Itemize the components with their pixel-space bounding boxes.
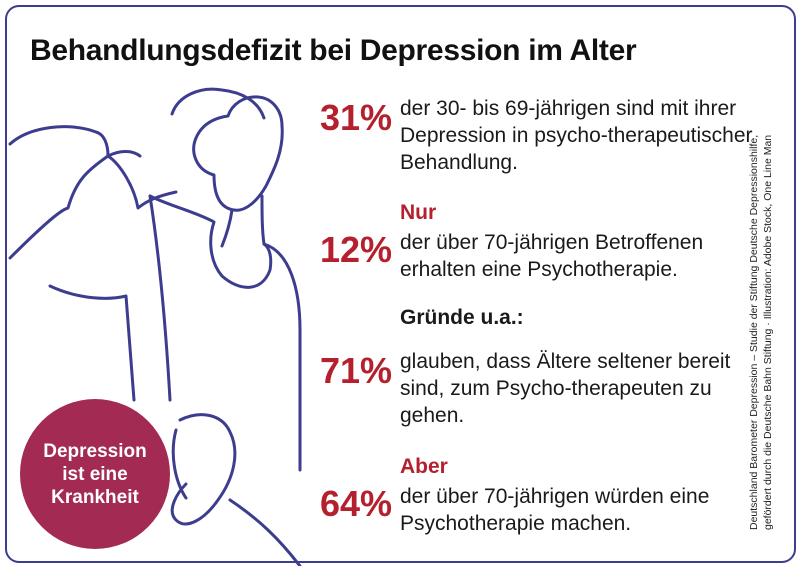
depression-badge: Depression ist eine Krankheit	[20, 399, 170, 549]
woman-hand-on-shoulder	[106, 154, 178, 210]
badge-text: Depression ist eine Krankheit	[43, 440, 147, 508]
stat-text: der 30- bis 69-jährigen sind mit ihrer D…	[400, 97, 753, 174]
woman-arm	[48, 284, 136, 402]
woman-face	[8, 154, 110, 260]
reasons-heading: Gründe u.a.:	[400, 306, 524, 329]
stat-text: der über 70-jährigen würden eine Psychot…	[400, 485, 710, 535]
man-arm	[148, 194, 172, 402]
stat-percent: 71%	[319, 350, 392, 391]
stat-text: der über 70-jährigen Betroffenen erhalte…	[400, 231, 704, 281]
stat-percent: 12%	[319, 229, 392, 270]
man-head-outline	[192, 95, 284, 212]
stat-percent: 64%	[319, 483, 392, 524]
clasped-hands	[170, 413, 237, 526]
lap-curve	[228, 498, 302, 566]
stat-text: glauben, dass Ältere seltener bereit sin…	[400, 350, 731, 427]
man-neck	[220, 194, 266, 248]
stat-prefix: Nur	[400, 201, 437, 224]
man-body	[148, 194, 302, 472]
stat-prefix: Aber	[400, 455, 448, 478]
source-credit: Deutschland Barometer Depression – Studi…	[748, 134, 774, 530]
stat-percent: 31%	[319, 97, 392, 138]
man-hair	[170, 87, 266, 120]
page-title: Behandlungsdefizit bei Depression im Alt…	[30, 34, 637, 67]
woman-head-outline	[8, 125, 142, 158]
